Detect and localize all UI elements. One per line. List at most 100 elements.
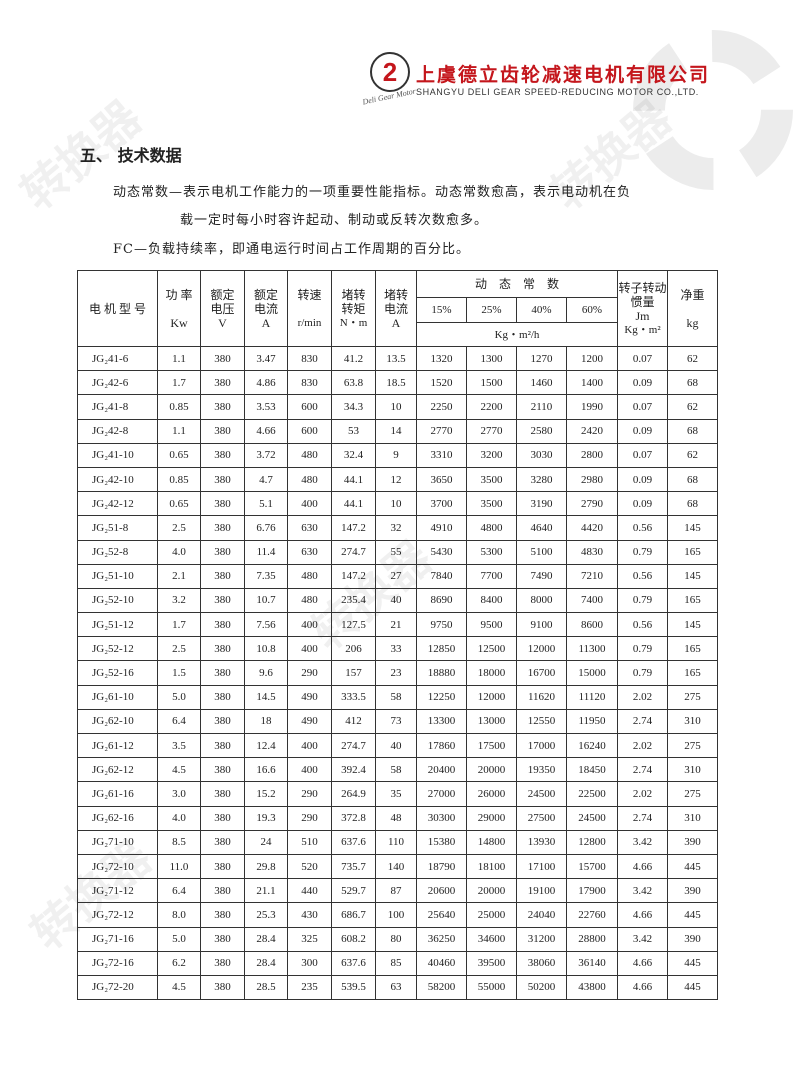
data-cell: 380 bbox=[200, 442, 245, 468]
data-cell: 390 bbox=[667, 926, 719, 952]
data-cell: 26000 bbox=[466, 781, 517, 807]
data-cell: 0.65 bbox=[157, 442, 201, 468]
data-cell: 325 bbox=[287, 926, 332, 952]
data-cell: 48 bbox=[375, 805, 417, 831]
data-cell: 480 bbox=[287, 587, 332, 614]
header-fc-15: 15% bbox=[416, 297, 467, 323]
data-cell: 7.56 bbox=[244, 612, 288, 638]
data-cell: 39500 bbox=[466, 950, 517, 976]
table-row: JG₂42-6 1.7 380 4.86 830 63.8 18.5 1520 1500 1460… bbox=[77, 370, 719, 396]
data-cell: 28.4 bbox=[244, 926, 288, 952]
data-cell: 5.0 bbox=[157, 684, 201, 710]
data-cell: 145 bbox=[667, 515, 719, 541]
data-cell: 2.74 bbox=[617, 757, 669, 783]
data-cell: 7840 bbox=[416, 563, 467, 589]
model-cell: JG₂52-8 bbox=[77, 539, 158, 565]
data-cell: 637.6 bbox=[331, 950, 376, 976]
data-cell: 27000 bbox=[416, 781, 467, 807]
data-cell: 12500 bbox=[466, 636, 517, 662]
data-cell: 0.09 bbox=[617, 491, 669, 517]
data-cell: 55000 bbox=[466, 974, 517, 1001]
data-cell: 9.6 bbox=[244, 660, 288, 686]
data-cell: 380 bbox=[200, 757, 245, 783]
model-cell: JG₂42-8 bbox=[77, 418, 158, 444]
data-cell: 53 bbox=[331, 418, 376, 444]
paragraph-dynamic-constant-cont: 载一定时每小时容许起动、制动或反转次数愈多。 bbox=[180, 213, 489, 228]
data-cell: 2790 bbox=[565, 491, 619, 517]
table-row: JG₂41-10 0.65 380 3.72 480 32.4 9 3310 3200 3030 2… bbox=[77, 442, 719, 468]
data-cell: 165 bbox=[667, 660, 719, 686]
data-cell: 3.2 bbox=[157, 587, 201, 614]
section-title: 五、 技术数据 bbox=[80, 146, 182, 165]
data-cell: 445 bbox=[667, 902, 719, 928]
data-cell: 2800 bbox=[565, 442, 619, 468]
data-cell: 380 bbox=[200, 660, 245, 686]
data-cell: 4800 bbox=[466, 515, 517, 541]
data-cell: 12800 bbox=[565, 829, 619, 855]
data-cell: 28.4 bbox=[244, 950, 288, 976]
table-row: JG₂72-16 6.2 380 28.4 300 637.6 85 40460 39500 38… bbox=[77, 950, 719, 976]
data-cell: 24040 bbox=[516, 902, 567, 928]
technical-data-table: 电 机 型 号 功 率 Kw 额定电压 V 额定电流 A 转速 r/min 堵转转矩 N・… bbox=[77, 270, 719, 1001]
data-cell: 290 bbox=[287, 805, 332, 831]
table-row: JG₂41-6 1.1 380 3.47 830 41.2 13.5 1320 1300 1270… bbox=[77, 345, 719, 372]
data-cell: 380 bbox=[200, 926, 245, 952]
data-cell: 16700 bbox=[516, 660, 567, 686]
table-row: JG₂42-12 0.65 380 5.1 400 44.1 10 3700 3500 3190 2… bbox=[77, 491, 719, 517]
data-cell: 235.4 bbox=[331, 587, 376, 614]
data-cell: 38060 bbox=[516, 950, 567, 976]
data-cell: 11.4 bbox=[244, 539, 288, 565]
model-cell: JG₂71-12 bbox=[77, 878, 158, 904]
model-cell: JG₂42-6 bbox=[77, 370, 158, 396]
data-cell: 10.7 bbox=[244, 587, 288, 614]
data-cell: 9 bbox=[375, 442, 417, 468]
data-cell: 0.07 bbox=[617, 345, 669, 372]
data-cell: 8.5 bbox=[157, 829, 201, 855]
data-cell: 20000 bbox=[466, 757, 517, 783]
data-cell: 275 bbox=[667, 732, 719, 759]
data-cell: 380 bbox=[200, 418, 245, 444]
data-cell: 34600 bbox=[466, 926, 517, 952]
table-row: JG₂51-12 1.7 380 7.56 400 127.5 21 9750 9500 9100… bbox=[77, 612, 719, 638]
data-cell: 0.07 bbox=[617, 442, 669, 468]
data-cell: 3.47 bbox=[244, 345, 288, 372]
data-cell: 62 bbox=[667, 345, 719, 372]
data-cell: 2.5 bbox=[157, 636, 201, 662]
data-cell: 5300 bbox=[466, 539, 517, 565]
model-cell: JG₂71-16 bbox=[77, 926, 158, 952]
data-cell: 7210 bbox=[565, 563, 619, 589]
data-cell: 12550 bbox=[516, 708, 567, 735]
data-cell: 1400 bbox=[565, 370, 619, 396]
data-cell: 17860 bbox=[416, 732, 467, 759]
data-cell: 290 bbox=[287, 660, 332, 686]
data-cell: 4.0 bbox=[157, 539, 201, 565]
header-fc-40: 40% bbox=[516, 297, 567, 323]
data-cell: 9500 bbox=[466, 612, 517, 638]
model-cell: JG₂42-10 bbox=[77, 466, 158, 493]
data-cell: 4.66 bbox=[617, 950, 669, 976]
model-cell: JG₂42-12 bbox=[77, 491, 158, 517]
data-cell: 630 bbox=[287, 539, 332, 565]
data-cell: 0.79 bbox=[617, 636, 669, 662]
data-cell: 17500 bbox=[466, 732, 517, 759]
data-cell: 29.8 bbox=[244, 853, 288, 880]
data-cell: 0.09 bbox=[617, 466, 669, 493]
data-cell: 0.79 bbox=[617, 539, 669, 565]
data-cell: 274.7 bbox=[331, 539, 376, 565]
data-cell: 686.7 bbox=[331, 902, 376, 928]
data-cell: 10.8 bbox=[244, 636, 288, 662]
model-cell: JG₂51-12 bbox=[77, 612, 158, 638]
data-cell: 18.5 bbox=[375, 370, 417, 396]
data-cell: 490 bbox=[287, 684, 332, 710]
data-cell: 36250 bbox=[416, 926, 467, 952]
data-cell: 8000 bbox=[516, 587, 567, 614]
model-cell: JG₂62-16 bbox=[77, 805, 158, 831]
data-cell: 4910 bbox=[416, 515, 467, 541]
data-cell: 0.79 bbox=[617, 587, 669, 614]
data-cell: 165 bbox=[667, 539, 719, 565]
data-cell: 4640 bbox=[516, 515, 567, 541]
data-cell: 490 bbox=[287, 708, 332, 735]
model-cell: JG₂52-12 bbox=[77, 636, 158, 662]
data-cell: 15700 bbox=[565, 853, 619, 880]
data-cell: 380 bbox=[200, 684, 245, 710]
